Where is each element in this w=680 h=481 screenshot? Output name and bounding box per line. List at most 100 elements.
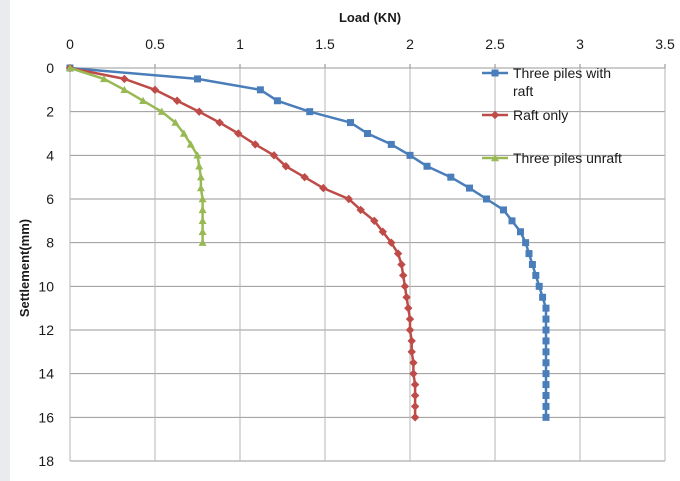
x-tick-label: 3 — [576, 36, 584, 52]
data-point — [269, 151, 279, 160]
data-point — [542, 381, 550, 389]
data-point — [409, 369, 418, 378]
data-point — [198, 216, 207, 225]
left-border — [0, 0, 10, 481]
data-point — [542, 326, 550, 334]
data-point — [251, 140, 260, 149]
data-point — [522, 239, 530, 247]
data-point — [300, 172, 309, 182]
data-point — [542, 315, 550, 323]
legend-item-1: Three piles with raft — [482, 65, 611, 99]
data-point — [186, 140, 195, 148]
data-point — [387, 140, 395, 148]
y-tick-label: 14 — [38, 366, 54, 382]
x-tick-label: 3.5 — [655, 36, 675, 52]
data-point — [273, 97, 281, 105]
data-point — [542, 348, 550, 356]
data-point — [347, 119, 354, 127]
x-tick-label: 0.5 — [145, 36, 165, 52]
data-point — [66, 64, 74, 72]
data-point — [198, 195, 207, 203]
data-point — [542, 304, 550, 312]
y-tick-label: 10 — [38, 278, 54, 294]
data-point — [491, 154, 499, 162]
legend: Three piles with raft Raft only Three piles… — [482, 65, 622, 166]
data-point — [410, 402, 420, 411]
data-point — [410, 413, 420, 422]
data-point — [198, 227, 207, 235]
legend-label: Three piles with raft — [513, 65, 611, 99]
data-point — [319, 183, 328, 193]
data-point — [539, 293, 547, 301]
data-point — [356, 205, 365, 215]
data-series — [65, 63, 550, 422]
data-point — [528, 261, 536, 268]
data-point — [542, 392, 550, 399]
x-tick-label: 1 — [236, 36, 244, 52]
data-point — [234, 129, 243, 138]
data-point — [535, 282, 543, 290]
data-point — [400, 282, 410, 291]
x-tick-label: 2.5 — [485, 36, 505, 52]
data-point — [532, 271, 540, 279]
data-point — [542, 370, 550, 378]
data-point — [399, 271, 408, 280]
data-point — [150, 85, 160, 95]
data-point — [172, 96, 182, 105]
series-2 — [65, 63, 420, 422]
data-point — [410, 380, 420, 389]
series-1 — [66, 64, 550, 421]
data-point — [542, 413, 550, 421]
data-point — [256, 86, 264, 94]
data-point — [407, 336, 416, 346]
series-3 — [66, 64, 207, 246]
data-point — [407, 347, 416, 357]
data-point — [215, 118, 224, 127]
data-point — [195, 162, 204, 170]
data-point — [195, 107, 204, 116]
data-point — [198, 205, 207, 214]
x-tick-label: 1.5 — [315, 36, 335, 52]
data-point — [500, 206, 507, 214]
data-point — [281, 162, 291, 171]
data-point — [306, 108, 314, 116]
data-point — [542, 359, 550, 367]
y-axis-title: Settlement(mm) — [17, 219, 32, 317]
data-point — [405, 314, 415, 324]
y-tick-label: 16 — [38, 409, 54, 425]
data-point — [139, 96, 148, 104]
data-point — [171, 118, 180, 126]
data-point — [490, 110, 500, 120]
legend-item-2: Raft only — [482, 107, 568, 123]
gridlines — [69, 64, 666, 462]
data-point — [100, 74, 108, 83]
y-tick-label: 18 — [38, 453, 54, 469]
data-point — [409, 358, 418, 367]
data-point — [393, 249, 403, 258]
y-tick-label: 2 — [46, 104, 54, 120]
data-point — [193, 151, 202, 159]
data-point — [196, 184, 205, 192]
data-point — [198, 238, 207, 246]
data-point — [447, 173, 455, 181]
data-point — [378, 227, 387, 236]
data-point — [483, 195, 490, 203]
x-tick-label: 2 — [406, 36, 414, 52]
data-point — [397, 260, 406, 269]
data-point — [405, 325, 415, 335]
data-point — [406, 151, 414, 159]
legend-label: Three piles unraft — [513, 150, 622, 166]
data-point — [157, 107, 166, 115]
legend-label: Raft only — [513, 107, 568, 123]
x-axis-title: Load (KN) — [339, 10, 401, 25]
y-tick-label: 8 — [46, 235, 54, 251]
data-point — [491, 69, 499, 77]
data-point — [410, 391, 420, 400]
data-point — [517, 228, 524, 236]
data-point — [508, 217, 516, 225]
y-tick-label: 12 — [38, 322, 54, 338]
data-point — [120, 74, 129, 84]
data-point — [179, 129, 188, 137]
data-point — [402, 293, 411, 302]
